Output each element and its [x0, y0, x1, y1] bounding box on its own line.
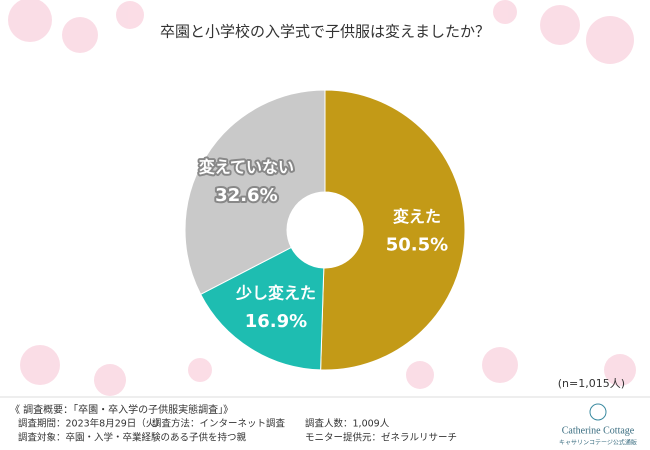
value-label: 50.5% [386, 234, 448, 255]
decoration [8, 0, 636, 396]
footer-item: 調査期間：2023年8月29日（火） [18, 418, 165, 430]
logo-icon [589, 403, 607, 421]
slice [320, 89, 466, 371]
chart-title: 卒園と小学校の入学式で子供服は変えましたか？ [160, 23, 490, 41]
slice [184, 89, 326, 296]
logo-sub: キャサリンコテージ公式通販 [559, 439, 637, 447]
slice-label: 少し変えた [235, 283, 316, 302]
footer-item: 調査方法：インターネット調査 [152, 418, 286, 430]
footer-heading: 《 調査概要：「卒園・卒入学の子供服実態調査」》 [10, 403, 233, 416]
footer-item: モニター提供元：ゼネラルリサーチ [305, 432, 457, 444]
footer-item: 調査人数：1,009人 [305, 418, 390, 430]
slice-label: 変えていない [199, 158, 294, 177]
note: (n=1,015人) [558, 377, 625, 390]
value-label: 16.9% [245, 311, 307, 332]
footer-item: 調査対象：卒園・入学・卒業経験のある子供を持つ親 [18, 432, 247, 444]
slice-label: 変えた [393, 207, 441, 226]
value-label: 32.6% [215, 185, 277, 206]
slice [199, 246, 325, 371]
logo-name: Catherine Cottage [562, 425, 635, 436]
